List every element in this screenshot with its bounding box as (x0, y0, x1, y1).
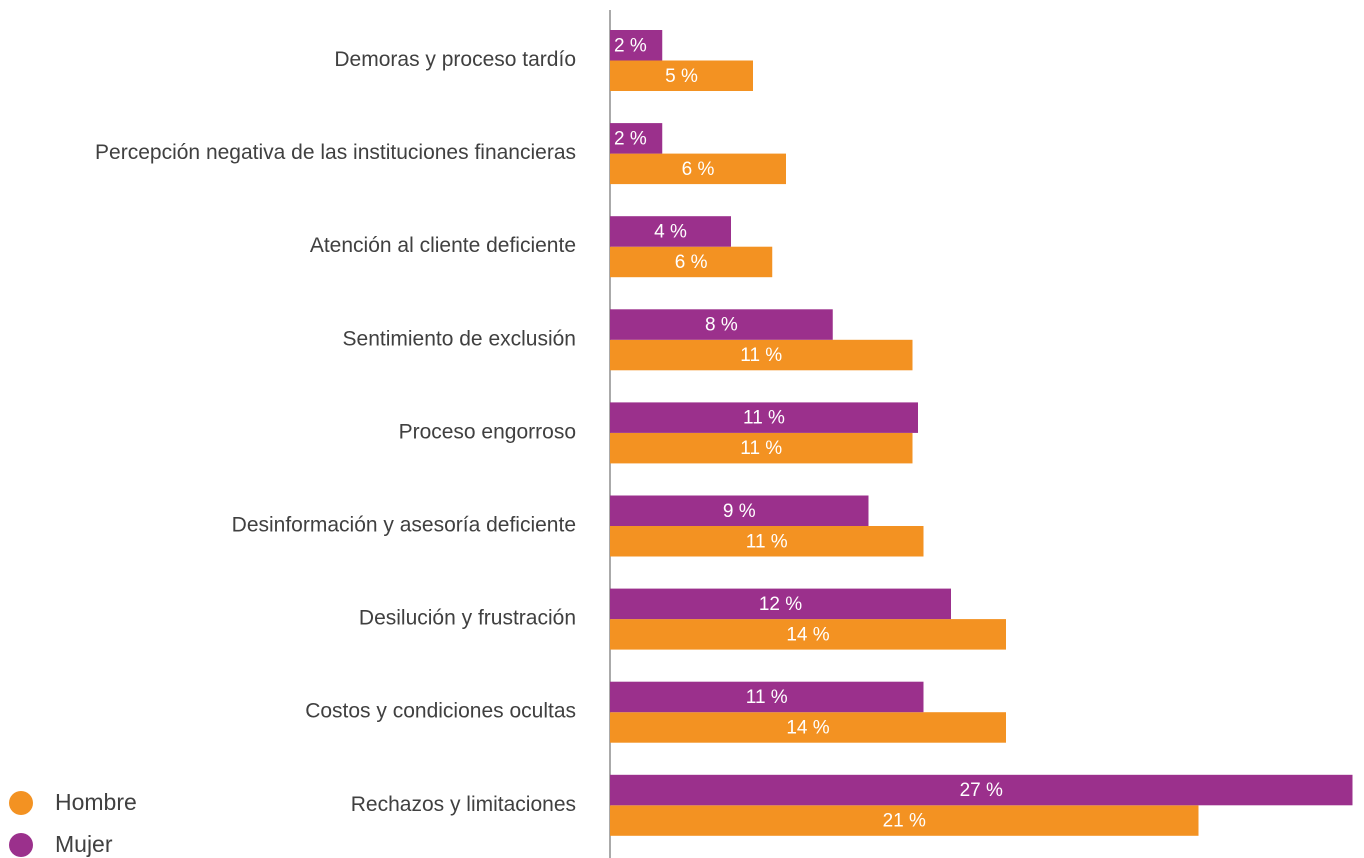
value-label: 2 % (614, 35, 647, 56)
bar (610, 588, 951, 620)
value-label: 12 % (759, 594, 802, 615)
bar (610, 216, 731, 247)
category-label: Demoras y proceso tardío (334, 48, 576, 71)
value-label: 4 % (654, 221, 687, 242)
category-label: Sentimiento de exclusión (343, 327, 576, 350)
category-label: Rechazos y limitaciones (351, 793, 576, 816)
value-label: 11 % (740, 345, 782, 366)
bar (610, 619, 1006, 650)
value-label: 21 % (883, 811, 926, 832)
bar (610, 432, 913, 464)
value-label: 11 % (740, 438, 782, 459)
legend-swatch (9, 833, 33, 857)
category-label: Desilución y frustración (359, 607, 576, 630)
category-label: Atención al cliente deficiente (310, 234, 576, 257)
value-label: 6 % (675, 252, 708, 273)
bar (610, 30, 663, 61)
bar (610, 339, 913, 371)
value-label: 9 % (723, 501, 756, 522)
value-label: 11 % (746, 531, 788, 552)
value-label: 11 % (746, 687, 788, 708)
category-label: Percepción negativa de las instituciones… (95, 141, 576, 164)
category-label: Desinformación y asesoría deficiente (232, 514, 576, 537)
category-label: Costos y condiciones ocultas (305, 700, 576, 723)
bar (610, 526, 924, 557)
value-label: 14 % (786, 717, 829, 738)
legend-label: Mujer (55, 831, 113, 857)
bar (610, 153, 786, 185)
value-label: 8 % (705, 315, 738, 336)
value-label: 14 % (786, 624, 829, 645)
value-label: 6 % (682, 159, 715, 180)
bar (610, 774, 1353, 806)
bar (610, 309, 833, 340)
bar (610, 712, 1006, 743)
legend-label: Hombre (55, 789, 137, 815)
bar (610, 402, 918, 433)
bar (610, 123, 663, 154)
value-label: 2 % (614, 128, 647, 149)
category-label: Proceso engorroso (399, 420, 576, 443)
legend-swatch (9, 791, 33, 815)
value-label: 11 % (743, 408, 785, 429)
bar (610, 60, 753, 91)
value-label: 27 % (960, 780, 1003, 801)
bar (610, 495, 869, 526)
bar (610, 805, 1199, 836)
bar (610, 681, 924, 713)
bar (610, 246, 773, 278)
value-label: 5 % (665, 66, 698, 87)
